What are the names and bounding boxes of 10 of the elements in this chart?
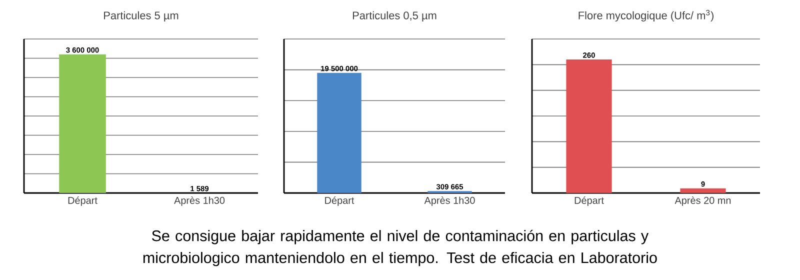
x-tick-label: Départ xyxy=(325,196,354,206)
chart-title: Particules 0,5 µm xyxy=(352,11,436,22)
x-tick-label: Après 20 mn xyxy=(674,196,731,206)
x-tick-label: Départ xyxy=(574,196,604,206)
text: Se consigue bajar rapidamente el nivel de contaminación en particulas y microbiologico manteniendolo en el tiempo. Test de eficacia en Laboratorio xyxy=(143,230,657,266)
x-tick-label: Après 1h30 xyxy=(424,196,475,206)
chart-title: Flore mycologique (Ufc/ m$^{3}$) xyxy=(578,10,714,22)
x-tick-label: Départ xyxy=(68,196,98,206)
chart-title: Particules 5 µm xyxy=(104,11,178,22)
x-tick-label: Après 1h30 xyxy=(174,196,225,206)
